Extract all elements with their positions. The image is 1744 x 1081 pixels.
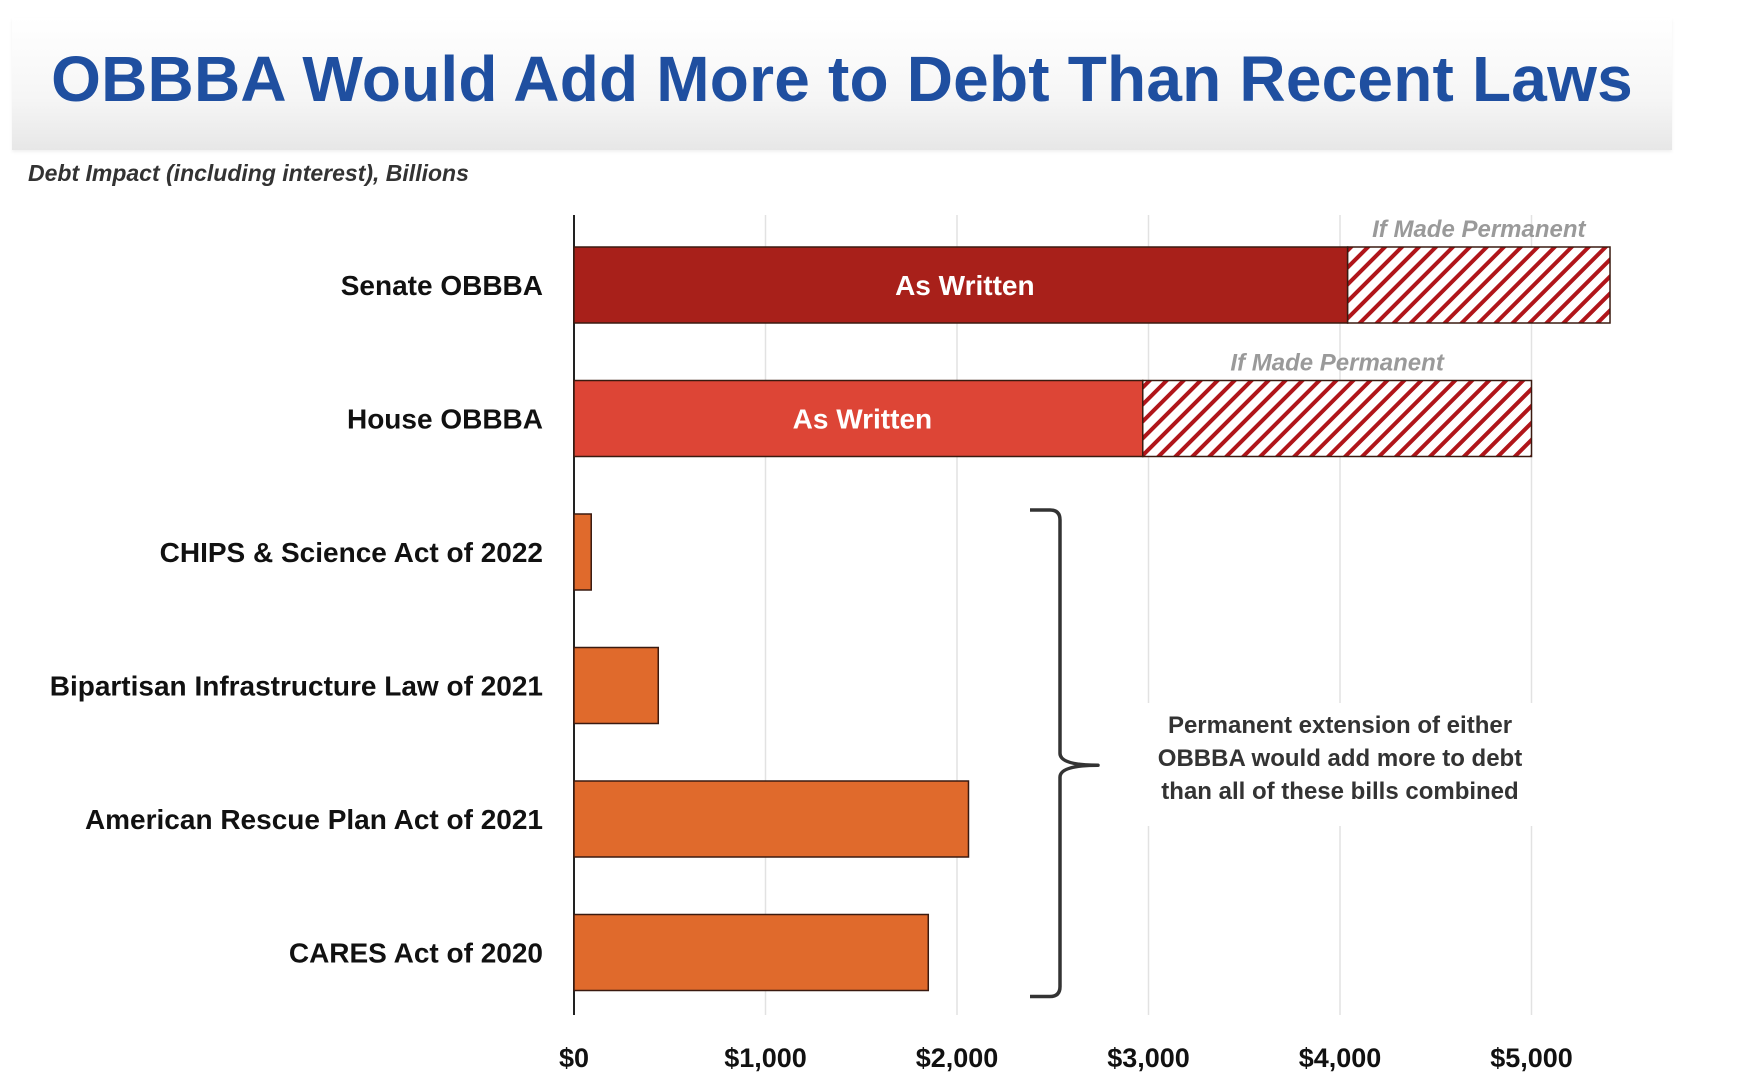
x-tick-label: $3,000 <box>1107 1043 1190 1073</box>
bar-as-written <box>573 780 970 858</box>
category-label: Bipartisan Infrastructure Law of 2021 <box>50 671 543 702</box>
annotation-backdrop <box>1140 703 1540 826</box>
category-label: American Rescue Plan Act of 2021 <box>85 804 543 835</box>
category-label: Senate OBBBA <box>341 270 543 301</box>
bar-if-made-permanent <box>1346 246 1611 324</box>
annotation-text: OBBBA would add more to debt <box>1158 745 1522 772</box>
annotation-text: Permanent extension of either <box>1168 712 1512 739</box>
if-made-permanent-label: If Made Permanent <box>1230 350 1444 377</box>
bar-as-written <box>573 246 1349 324</box>
annotation-text: than all of these bills combined <box>1161 778 1518 805</box>
if-made-permanent-label: If Made Permanent <box>1372 216 1586 243</box>
x-tick-label: $1,000 <box>724 1043 807 1073</box>
as-written-label: As Written <box>895 270 1035 301</box>
bar-as-written <box>573 646 660 725</box>
title-banner <box>12 18 1672 150</box>
x-tick-label: $2,000 <box>916 1043 999 1073</box>
category-label: CARES Act of 2020 <box>289 938 543 969</box>
x-tick-label: $5,000 <box>1490 1043 1573 1073</box>
bar-as-written <box>573 513 592 591</box>
chart-title: OBBBA Would Add More to Debt Than Recent… <box>51 43 1633 115</box>
x-tick-label: $4,000 <box>1299 1043 1382 1073</box>
x-tick-label: $0 <box>559 1043 589 1073</box>
bar-if-made-permanent <box>1142 379 1533 458</box>
category-label: House OBBBA <box>347 404 543 435</box>
chart-subtitle: Debt Impact (including interest), Billio… <box>28 160 469 186</box>
category-label: CHIPS & Science Act of 2022 <box>160 537 543 568</box>
as-written-label: As Written <box>793 404 933 435</box>
bar-as-written <box>573 913 930 992</box>
bracket <box>1030 508 1100 999</box>
